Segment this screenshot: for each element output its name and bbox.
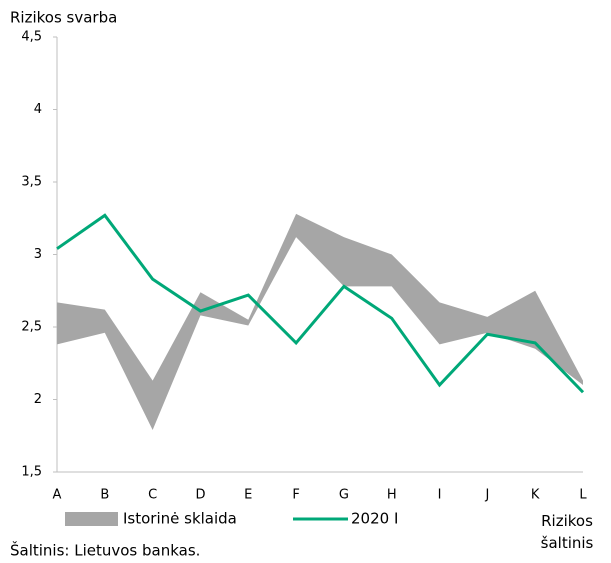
legend-label: Istorinė sklaida: [123, 510, 237, 528]
band-area: [57, 213, 583, 430]
x-tick-label: C: [148, 488, 157, 503]
y-tick-label: 3,5: [21, 175, 42, 190]
x-tick-label: A: [53, 488, 62, 503]
y-tick-label: 3: [34, 247, 42, 262]
y-tick-label: 2,5: [21, 320, 42, 335]
x-tick-label: L: [579, 488, 587, 503]
x-tick-label: K: [531, 488, 540, 503]
x-tick-label: I: [438, 488, 442, 503]
y-tick-label: 4: [34, 102, 42, 117]
x-tick-label: J: [484, 488, 489, 503]
x-tick-label: H: [387, 488, 397, 503]
x-axis-title: Rizikos šaltinis: [540, 512, 594, 552]
y-tick-label: 2: [34, 392, 42, 407]
legend-swatch: [65, 512, 118, 526]
y-axis-title: Rizikos svarba: [10, 9, 117, 27]
source: Šaltinis: Lietuvos bankas.: [10, 541, 200, 560]
x-tick-label: E: [244, 488, 252, 503]
y-tick-label: 4,5: [21, 30, 42, 45]
y-tick-label: 1,5: [21, 465, 42, 480]
x-tick-label: D: [195, 488, 205, 503]
series-line: [56, 213, 585, 394]
x-tick-label: B: [100, 488, 109, 503]
legend-label: 2020 I: [351, 510, 398, 528]
x-tick-label: F: [292, 488, 299, 503]
x-tick-label: G: [339, 488, 349, 503]
